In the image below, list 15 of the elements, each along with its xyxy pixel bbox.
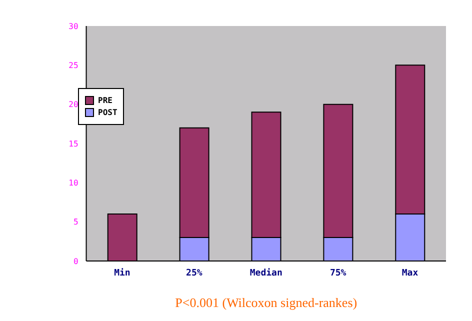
- y-tick-label: 10: [68, 178, 78, 188]
- y-tick-label: 0: [73, 256, 78, 266]
- y-tick-label: 15: [68, 139, 78, 148]
- legend-label: POST: [97, 108, 118, 117]
- x-tick-label: Min: [114, 267, 130, 278]
- x-tick-label: Median: [250, 267, 282, 278]
- legend-label: PRE: [97, 96, 114, 105]
- y-tick-label: 5: [73, 218, 78, 227]
- x-tick-label: Max: [402, 268, 419, 278]
- x-tick-label: 75%: [330, 268, 347, 278]
- y-tick-label: 20: [68, 100, 78, 110]
- x-tick-label: 25%: [186, 268, 203, 278]
- y-tick-label: 25: [68, 61, 78, 70]
- x-axis-title: P<0.001 (Wilcoxon signed-rankes): [175, 295, 358, 310]
- y-tick-label: 30: [68, 22, 78, 31]
